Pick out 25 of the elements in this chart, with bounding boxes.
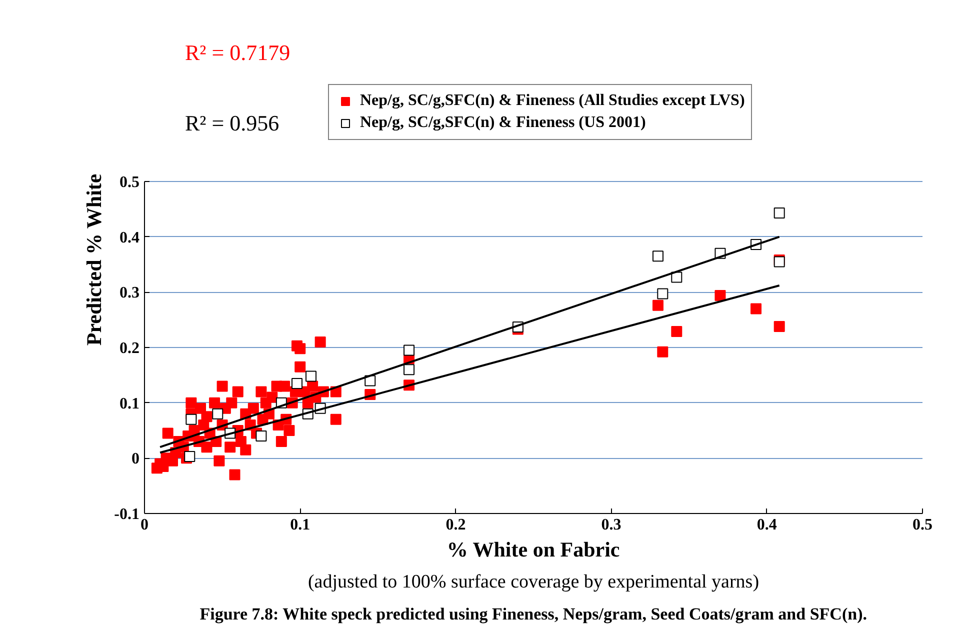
text: (adjusted to 100% surface coverage by experimental yarns) (308, 572, 760, 592)
x-tick-label: 0.5 (912, 516, 932, 534)
x-axis-title: % White on Fabric (446, 538, 620, 562)
legend-label: Nep/g, SC/g,SFC(n) & Fineness (All Studies except LVS) (360, 92, 745, 110)
y-tick-label: 0.2 (120, 340, 140, 357)
point (184, 451, 196, 462)
text: R² = 0.956 (184, 110, 280, 136)
x-tick-label: 0.2 (446, 516, 466, 534)
x-tick-label: 0.4 (756, 516, 777, 534)
y-axis-title: Predicted % White (82, 174, 106, 346)
point (256, 430, 267, 442)
x-tick-label: 0.1 (290, 516, 310, 534)
point (404, 344, 415, 356)
y-tick-label: 0.3 (120, 284, 140, 302)
point (212, 408, 224, 420)
point (186, 414, 197, 425)
caption: Figure 7.8: White speck predicted using Fineness, Neps/gram, Seed Coats/gram and SFC(n). (200, 604, 867, 624)
y-tick-label: 0.5 (120, 174, 140, 191)
legend-label: Nep/g, SC/g,SFC(n) & Fineness (US 2001) (360, 114, 646, 132)
x-tick-label: 0.3 (601, 516, 622, 534)
y-tick-label: 0.1 (120, 395, 140, 412)
y-tick-label: 0 (132, 450, 140, 468)
y-tick-label: -0.1 (114, 506, 140, 523)
y-tick-label: 0.4 (120, 229, 140, 246)
text: R² = 0.7179 (184, 40, 290, 66)
